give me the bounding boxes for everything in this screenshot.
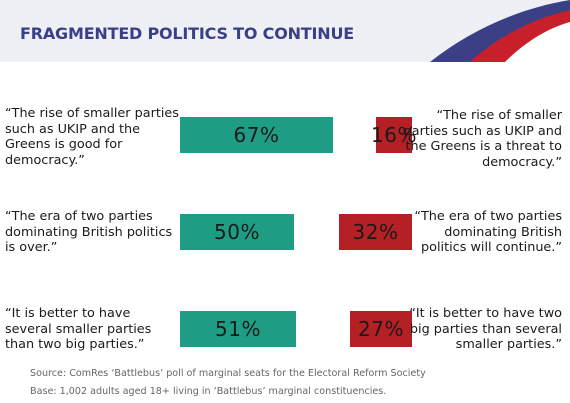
agree-value-label: 67% [233, 123, 280, 147]
swoosh-white [505, 22, 570, 62]
agree-quote: “It is better to have several smaller pa… [5, 306, 152, 352]
agree-quote: “The rise of smaller parties such as UKI… [5, 106, 179, 168]
agree-bar: 50% [180, 214, 294, 250]
page-title: FRAGMENTED POLITICS TO CONTINUE [20, 24, 354, 43]
agree-quote: “The era of two parties dominating Briti… [5, 209, 173, 255]
agree-value-label: 51% [215, 317, 261, 341]
disagree-bar: 16% [371, 117, 416, 153]
decorative-swoosh [430, 0, 570, 62]
disagree-value-label: 27% [358, 317, 404, 341]
disagree-bar: 27% [350, 311, 412, 347]
header-band: FRAGMENTED POLITICS TO CONTINUE [0, 0, 570, 62]
agree-bar: 67% [180, 117, 333, 153]
disagree-quote: “It is better to have two big parties th… [409, 306, 562, 352]
disagree-quote: “The era of two parties dominating Briti… [414, 209, 562, 255]
disagree-value-label: 16% [371, 123, 417, 147]
agree-bar: 51% [180, 311, 296, 347]
base-note: Base: 1,002 adults aged 18+ living in ‘B… [30, 386, 387, 397]
agree-value-label: 50% [214, 220, 260, 244]
source-note: Source: ComRes ‘Battlebus’ poll of margi… [30, 368, 426, 379]
disagree-bar: 32% [339, 214, 412, 250]
disagree-quote: “The rise of smaller parties such as UKI… [403, 108, 562, 170]
disagree-value-label: 32% [352, 220, 399, 244]
